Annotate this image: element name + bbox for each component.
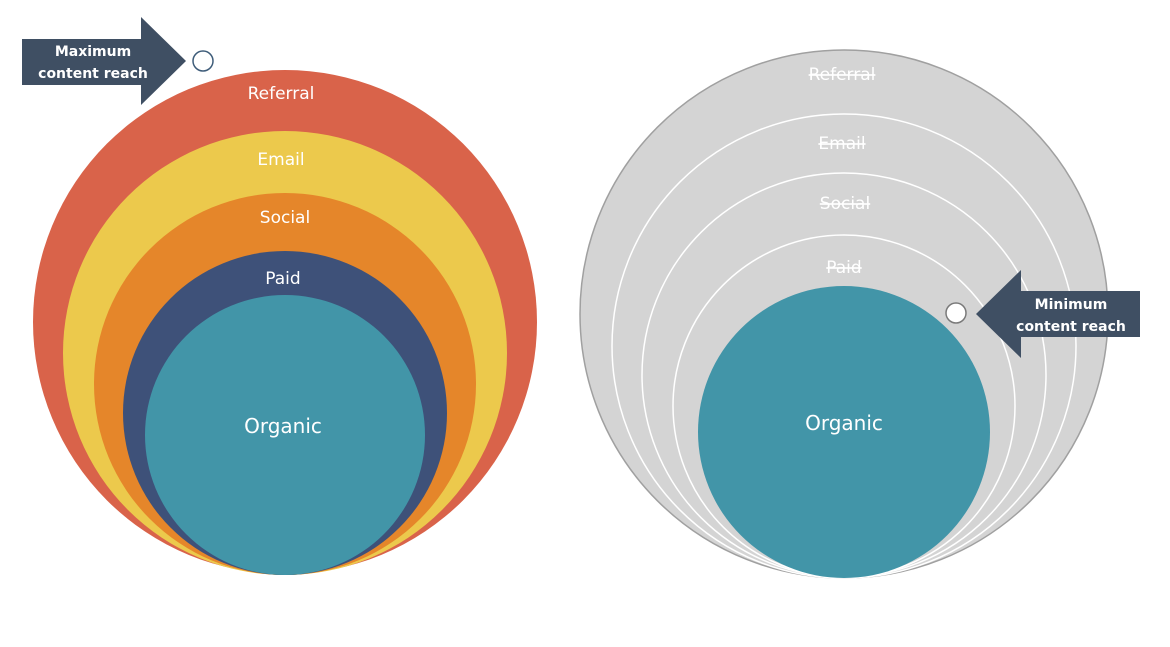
right-diagram: Referral Email Social Paid Organic Minim…: [579, 49, 1140, 579]
right-organic-core: [698, 286, 990, 578]
right-organic-label: Organic: [805, 411, 883, 435]
right-referral-label: Referral: [809, 65, 876, 85]
right-paid-label: Paid: [826, 258, 861, 278]
left-reach-marker: [192, 50, 214, 72]
left-callout-line-2: content reach: [38, 66, 148, 82]
left-callout-line-1: Maximum: [55, 44, 131, 60]
left-diagram: Referral Email Social Paid Organic Maxim…: [22, 17, 537, 575]
left-referral-label: Referral: [248, 84, 315, 104]
left-callout: Maximum content reach: [22, 17, 186, 105]
left-email-label: Email: [257, 150, 304, 170]
right-callout-line-2: content reach: [1016, 319, 1126, 335]
right-callout: Minimum content reach: [976, 270, 1140, 358]
left-callout-arrow: [22, 17, 186, 105]
left-organic-core: [145, 295, 425, 575]
left-paid-label: Paid: [265, 269, 300, 289]
left-social-label: Social: [260, 208, 310, 228]
right-social-label: Social: [820, 194, 870, 214]
right-callout-line-1: Minimum: [1035, 297, 1108, 313]
right-callout-arrow: [976, 270, 1140, 358]
left-organic-label: Organic: [244, 414, 322, 438]
right-email-label: Email: [818, 134, 865, 154]
right-reach-marker: [945, 302, 967, 324]
